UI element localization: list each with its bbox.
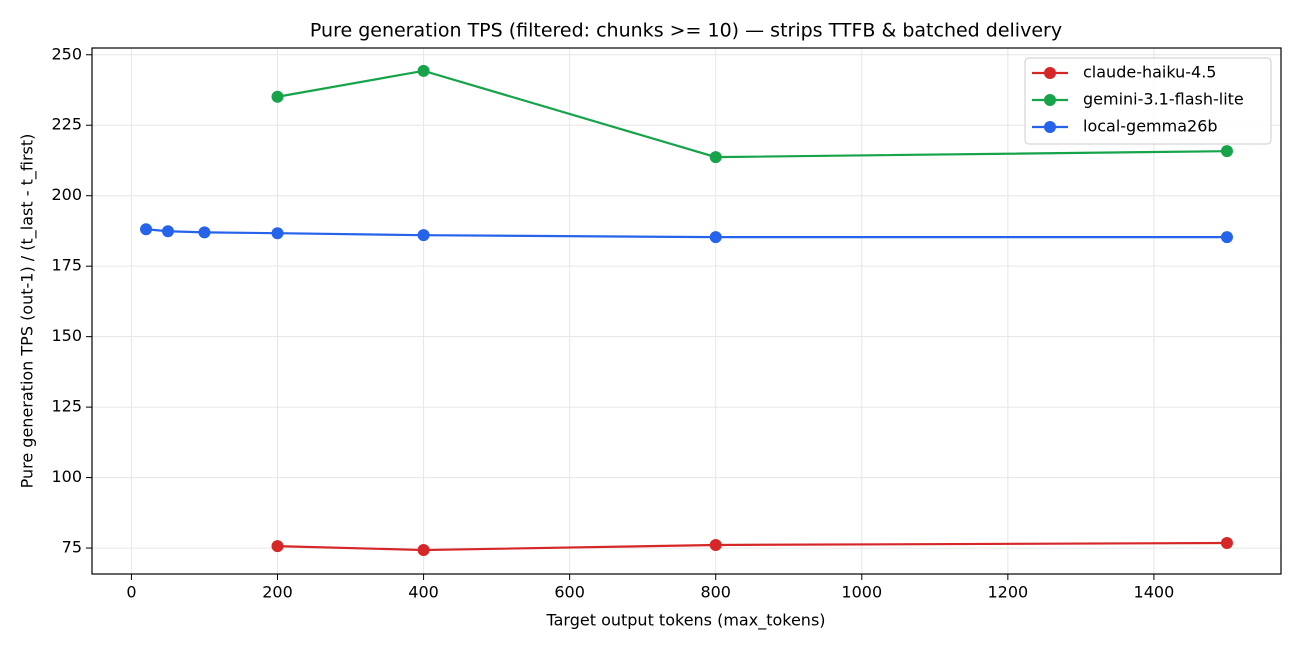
- legend-marker: [1044, 94, 1056, 106]
- y-tick-label: 125: [51, 397, 82, 416]
- x-tick-label: 0: [126, 583, 136, 602]
- y-tick-label: 150: [51, 326, 82, 345]
- y-tick-label: 250: [51, 44, 82, 63]
- legend-label: gemini-3.1-flash-lite: [1083, 90, 1244, 109]
- series-line: [277, 69, 1227, 159]
- data-point: [709, 538, 722, 551]
- y-axis-label: Pure generation TPS (out-1) / (t_last - …: [18, 134, 38, 489]
- data-point: [198, 226, 211, 239]
- y-tick-label: 175: [51, 256, 82, 275]
- data-point: [417, 64, 430, 77]
- x-tick-label: 1000: [841, 583, 882, 602]
- y-tick-label: 100: [51, 467, 82, 486]
- data-point: [1220, 231, 1233, 244]
- x-tick-label: 1200: [987, 583, 1028, 602]
- data-point: [417, 229, 430, 242]
- x-tick-label: 400: [408, 583, 439, 602]
- data-point: [161, 225, 174, 238]
- legend-label: claude-haiku-4.5: [1083, 63, 1216, 82]
- x-tick-label: 600: [554, 583, 585, 602]
- data-point: [417, 544, 430, 557]
- y-tick-label: 75: [62, 538, 82, 557]
- data-point: [709, 231, 722, 244]
- legend: claude-haiku-4.5 gemini-3.1-flash-lite loc…: [1024, 57, 1272, 145]
- data-point: [709, 151, 722, 164]
- y-tick-label: 200: [51, 185, 82, 204]
- legend-label: local-gemma26b: [1083, 117, 1218, 136]
- y-tick-label: 225: [51, 115, 82, 134]
- x-axis-label: Target output tokens (max_tokens): [545, 611, 825, 631]
- x-tick-label: 800: [700, 583, 731, 602]
- legend-marker: [1044, 121, 1056, 133]
- data-point: [271, 540, 284, 553]
- data-point: [271, 227, 284, 240]
- x-tick-label: 1400: [1134, 583, 1175, 602]
- x-tick-label: 200: [262, 583, 293, 602]
- series-line: [277, 541, 1227, 552]
- legend-marker: [1044, 67, 1056, 79]
- data-point: [1220, 536, 1233, 549]
- data-point: [140, 223, 153, 236]
- plot-frame: [91, 47, 1282, 575]
- data-point: [1220, 145, 1233, 158]
- legend-box: [1024, 57, 1272, 145]
- chart-title: Pure generation TPS (filtered: chunks >=…: [310, 20, 1062, 42]
- data-point: [271, 90, 284, 103]
